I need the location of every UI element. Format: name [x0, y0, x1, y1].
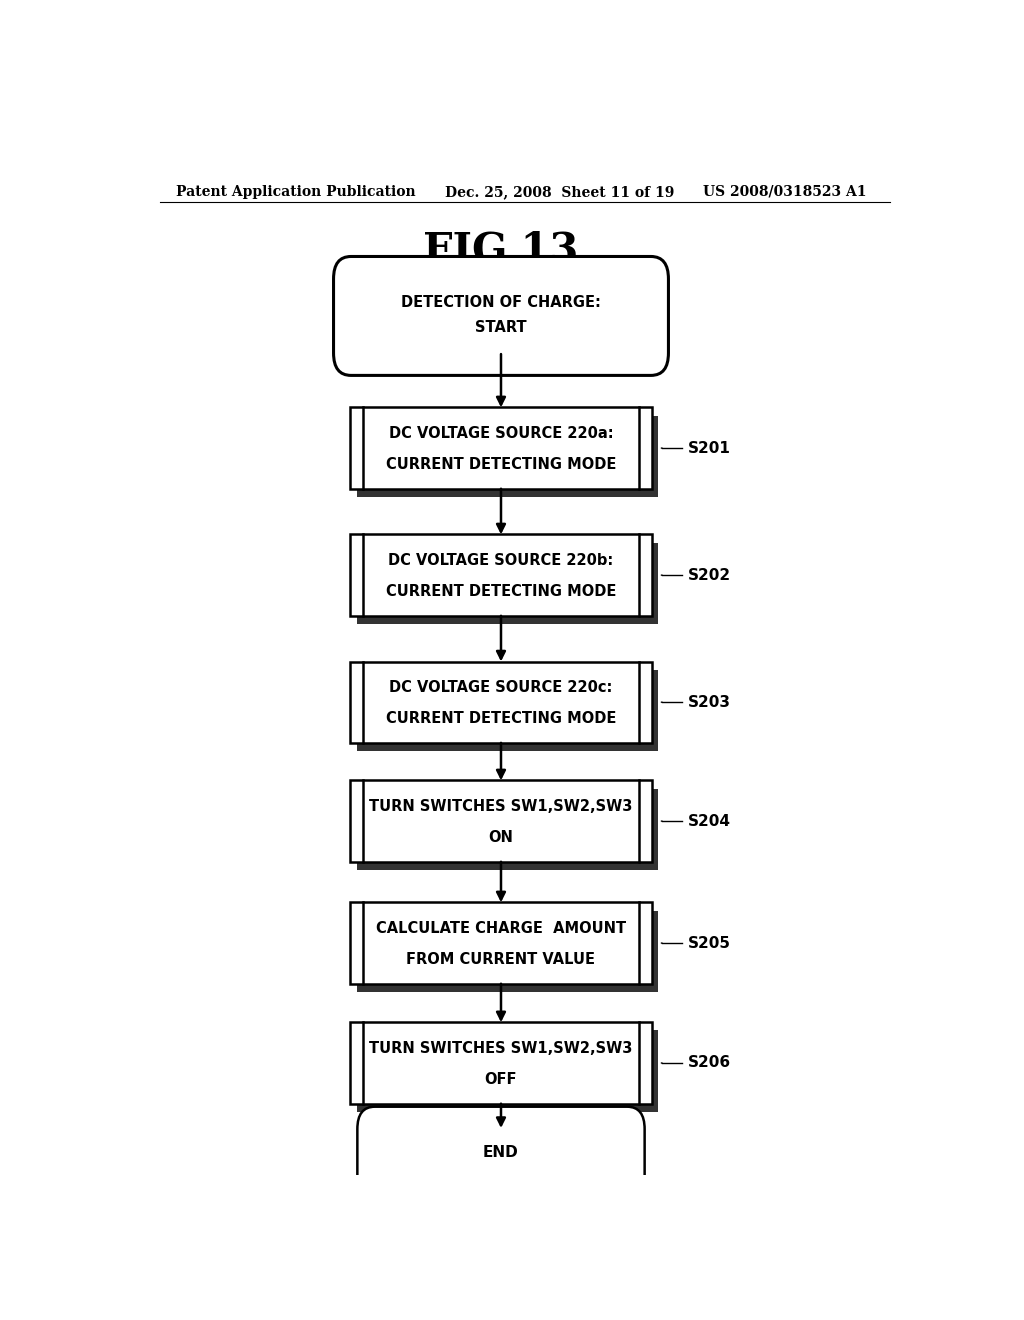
- Text: FIG.13: FIG.13: [423, 230, 579, 272]
- Text: TURN SWITCHES SW1,SW2,SW3: TURN SWITCHES SW1,SW2,SW3: [370, 799, 633, 814]
- Text: S204: S204: [687, 813, 730, 829]
- Text: Patent Application Publication: Patent Application Publication: [176, 185, 416, 199]
- Bar: [350, 1022, 651, 1104]
- Text: DC VOLTAGE SOURCE 220a:: DC VOLTAGE SOURCE 220a:: [389, 426, 613, 441]
- Bar: [350, 661, 651, 743]
- Bar: [356, 543, 658, 624]
- Text: START: START: [475, 319, 526, 335]
- Text: DETECTION OF CHARGE:: DETECTION OF CHARGE:: [401, 294, 601, 310]
- Bar: [356, 1031, 658, 1111]
- Text: FROM CURRENT VALUE: FROM CURRENT VALUE: [407, 952, 596, 966]
- Text: CALCULATE CHARGE  AMOUNT: CALCULATE CHARGE AMOUNT: [376, 921, 626, 936]
- Bar: [350, 903, 651, 983]
- FancyBboxPatch shape: [357, 1106, 645, 1199]
- Text: OFF: OFF: [484, 1072, 517, 1086]
- Text: CURRENT DETECTING MODE: CURRENT DETECTING MODE: [386, 457, 616, 471]
- Text: S203: S203: [687, 694, 730, 710]
- Text: DC VOLTAGE SOURCE 220b:: DC VOLTAGE SOURCE 220b:: [388, 553, 613, 568]
- Bar: [350, 408, 651, 488]
- Text: END: END: [483, 1144, 519, 1160]
- Text: S205: S205: [687, 936, 730, 950]
- Text: US 2008/0318523 A1: US 2008/0318523 A1: [702, 185, 866, 199]
- Text: ON: ON: [488, 830, 513, 845]
- Text: S206: S206: [687, 1056, 730, 1071]
- Text: DC VOLTAGE SOURCE 220c:: DC VOLTAGE SOURCE 220c:: [389, 680, 612, 696]
- Bar: [350, 780, 651, 862]
- FancyBboxPatch shape: [334, 256, 669, 375]
- Bar: [356, 669, 658, 751]
- Text: TURN SWITCHES SW1,SW2,SW3: TURN SWITCHES SW1,SW2,SW3: [370, 1041, 633, 1056]
- Bar: [356, 911, 658, 991]
- Text: Dec. 25, 2008  Sheet 11 of 19: Dec. 25, 2008 Sheet 11 of 19: [445, 185, 675, 199]
- Text: CURRENT DETECTING MODE: CURRENT DETECTING MODE: [386, 583, 616, 599]
- Bar: [356, 416, 658, 496]
- Bar: [350, 535, 651, 616]
- Text: CURRENT DETECTING MODE: CURRENT DETECTING MODE: [386, 711, 616, 726]
- Text: S201: S201: [687, 441, 730, 455]
- Bar: [356, 788, 658, 870]
- Text: S202: S202: [687, 568, 730, 582]
